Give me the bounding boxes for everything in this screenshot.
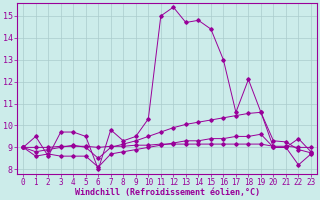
X-axis label: Windchill (Refroidissement éolien,°C): Windchill (Refroidissement éolien,°C) (75, 188, 260, 197)
